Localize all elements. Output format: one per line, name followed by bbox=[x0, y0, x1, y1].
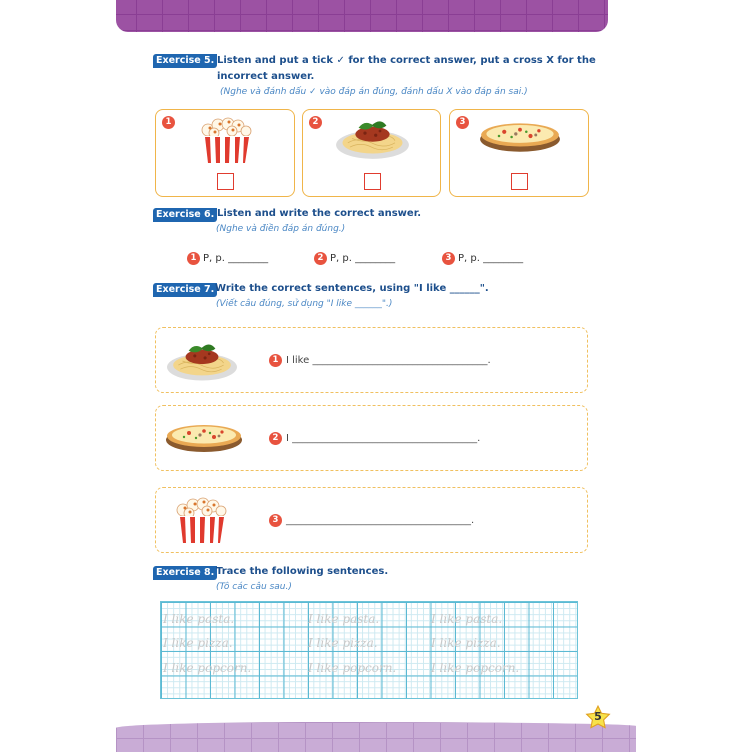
exercise-6-badge: Exercise 6. bbox=[153, 208, 218, 222]
exercise-5-option-1: 1 bbox=[155, 109, 295, 197]
tracing-grid[interactable]: I like pasta. I like pizza. I like popco… bbox=[160, 601, 578, 699]
sentence-blank[interactable]: I _____________________________________. bbox=[286, 433, 481, 444]
sentence-line[interactable]: 2 I _____________________________________… bbox=[269, 432, 480, 445]
number-badge: 3 bbox=[442, 252, 455, 265]
sentence-blank[interactable]: I like _________________________________… bbox=[286, 355, 491, 366]
trace-sentence: I like pasta. bbox=[163, 612, 235, 626]
trace-sentence: I like popcorn. bbox=[308, 661, 397, 675]
number-badge: 1 bbox=[269, 354, 282, 367]
popcorn-image bbox=[171, 496, 231, 546]
bottom-banner bbox=[116, 722, 636, 752]
exercise-7-item-1: 1 I like ________________________________… bbox=[155, 327, 588, 393]
exercise-7-item-2: 2 I _____________________________________… bbox=[155, 405, 588, 471]
pizza-image bbox=[164, 420, 244, 454]
exercise-5-title: Listen and put a tick ✓ for the correct … bbox=[217, 53, 596, 85]
answer-blank[interactable]: P, p. ________ bbox=[203, 253, 269, 264]
exercise-5-badge: Exercise 5. bbox=[153, 54, 218, 68]
trace-sentence: I like pizza. bbox=[431, 636, 501, 650]
exercise-5-title-line2: incorrect answer. bbox=[217, 71, 315, 82]
exercise-5-option-3: 3 bbox=[449, 109, 589, 197]
number-badge: 1 bbox=[162, 116, 175, 129]
answer-blank[interactable]: P, p. ________ bbox=[330, 253, 396, 264]
answer-blank[interactable]: P, p. ________ bbox=[458, 253, 524, 264]
number-badge: 2 bbox=[309, 116, 322, 129]
exercise-6-subtitle: (Nghe và điền đáp án đúng.) bbox=[216, 224, 346, 234]
answer-checkbox[interactable] bbox=[511, 173, 528, 190]
exercise-6-item-1: 1 P, p. ________ bbox=[187, 252, 268, 265]
exercise-8-title: Trace the following sentences. bbox=[216, 566, 389, 577]
pasta-image bbox=[166, 340, 238, 382]
trace-sentence: I like pizza. bbox=[308, 636, 378, 650]
number-badge: 2 bbox=[314, 252, 327, 265]
star-icon bbox=[585, 705, 611, 729]
exercise-5-subtitle: (Nghe và đánh dấu ✓ vào đáp án đúng, đán… bbox=[220, 87, 528, 97]
exercise-8-badge: Exercise 8. bbox=[153, 566, 218, 580]
popcorn-image bbox=[196, 116, 256, 166]
page-number: 5 bbox=[594, 710, 602, 723]
trace-sentence: I like pasta. bbox=[308, 612, 380, 626]
exercise-7-badge: Exercise 7. bbox=[153, 283, 218, 297]
number-badge: 1 bbox=[187, 252, 200, 265]
sentence-line[interactable]: 1 I like ________________________________… bbox=[269, 354, 491, 367]
number-badge: 3 bbox=[269, 514, 282, 527]
top-banner bbox=[116, 0, 608, 32]
sentence-line[interactable]: 3 _____________________________________. bbox=[269, 514, 474, 527]
number-badge: 3 bbox=[456, 116, 469, 129]
exercise-5-title-line1: Listen and put a tick ✓ for the correct … bbox=[217, 55, 596, 66]
sentence-blank[interactable]: _____________________________________. bbox=[286, 515, 475, 526]
trace-sentence: I like popcorn. bbox=[431, 661, 520, 675]
exercise-5-option-2: 2 bbox=[302, 109, 441, 197]
pasta-image bbox=[335, 116, 410, 161]
answer-checkbox[interactable] bbox=[363, 173, 381, 190]
exercise-6-item-2: 2 P, p. ________ bbox=[314, 252, 395, 265]
answer-checkbox[interactable] bbox=[217, 173, 234, 190]
trace-sentence: I like pizza. bbox=[163, 636, 233, 650]
trace-sentence: I like pasta. bbox=[431, 612, 503, 626]
exercise-7-item-3: 3 _____________________________________. bbox=[155, 487, 588, 553]
pizza-image bbox=[478, 118, 562, 154]
exercise-7-subtitle: (Viết câu đúng, sử dụng "I like ______".… bbox=[216, 299, 393, 309]
exercise-6-item-3: 3 P, p. ________ bbox=[442, 252, 523, 265]
exercise-7-title: Write the correct sentences, using "I li… bbox=[215, 283, 489, 294]
trace-sentence: I like popcorn. bbox=[163, 661, 252, 675]
exercise-6-title: Listen and write the correct answer. bbox=[217, 208, 422, 219]
exercise-8-subtitle: (Tô các câu sau.) bbox=[216, 582, 292, 592]
number-badge: 2 bbox=[269, 432, 282, 445]
